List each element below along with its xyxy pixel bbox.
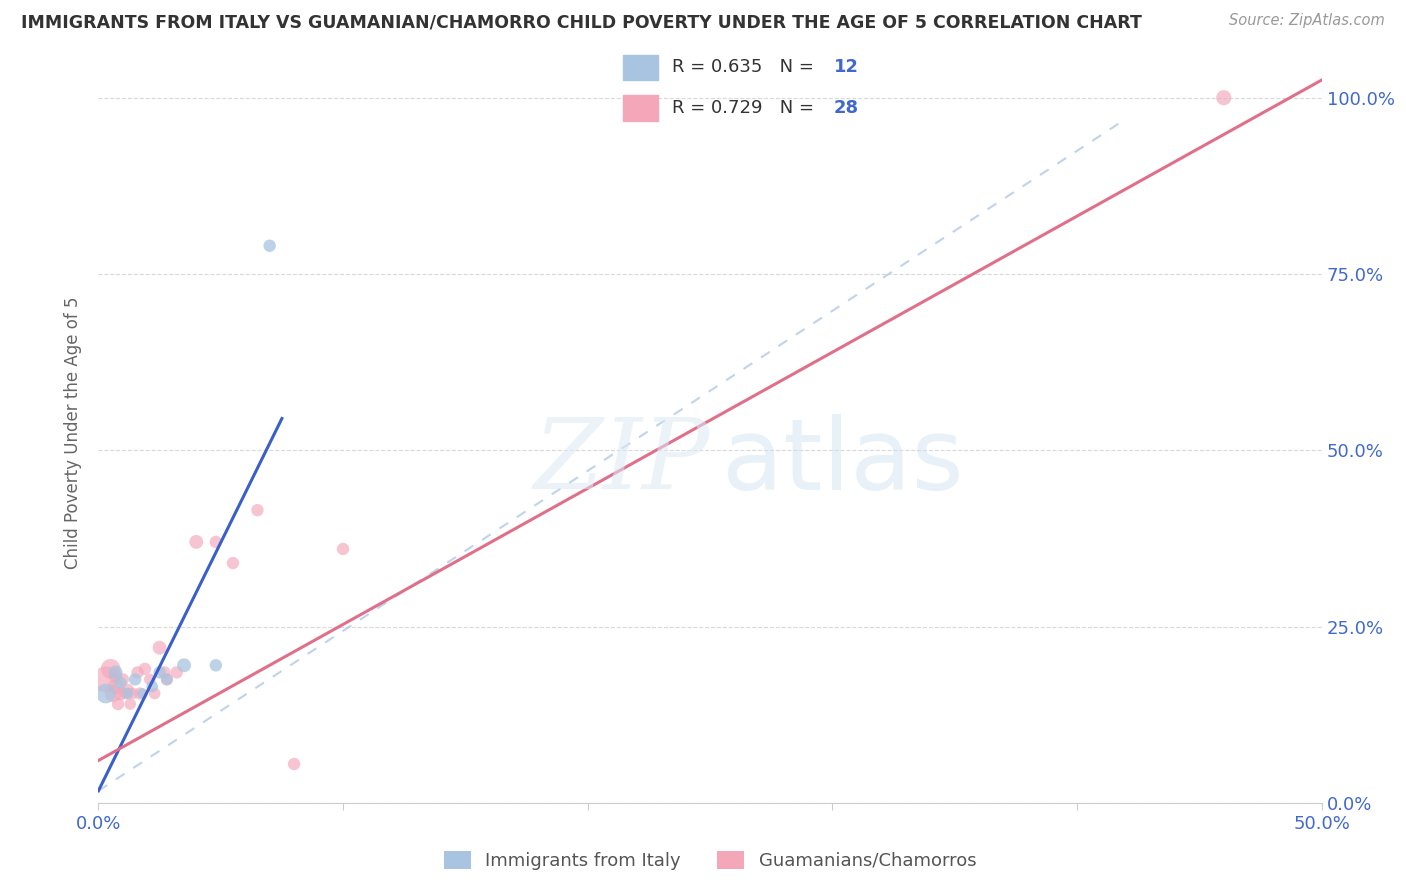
Point <box>149 665 172 680</box>
Point <box>205 535 228 549</box>
Point <box>127 665 149 680</box>
Bar <box>623 54 658 80</box>
Point <box>139 673 162 687</box>
Point <box>111 673 134 687</box>
Point <box>129 686 152 700</box>
Point <box>124 673 146 687</box>
Text: 28: 28 <box>834 99 859 117</box>
Point <box>114 686 136 700</box>
Point <box>117 683 139 698</box>
Point <box>173 658 195 673</box>
Point <box>107 697 129 711</box>
Point <box>120 697 142 711</box>
Y-axis label: Child Poverty Under the Age of 5: Child Poverty Under the Age of 5 <box>65 296 83 569</box>
Point <box>94 686 117 700</box>
Point <box>110 686 132 700</box>
Point <box>117 686 139 700</box>
Text: R = 0.635   N =: R = 0.635 N = <box>672 59 820 77</box>
Point <box>141 680 163 694</box>
Point <box>134 662 156 676</box>
Point <box>153 665 176 680</box>
Point <box>156 673 179 687</box>
Point <box>149 640 172 655</box>
Point <box>205 658 228 673</box>
Point <box>104 669 127 683</box>
Point <box>222 556 245 570</box>
Text: 12: 12 <box>834 59 859 77</box>
Text: Source: ZipAtlas.com: Source: ZipAtlas.com <box>1229 13 1385 29</box>
Point <box>131 686 153 700</box>
Point <box>121 686 143 700</box>
Point <box>332 541 354 556</box>
Point <box>166 665 188 680</box>
Point <box>104 665 127 680</box>
Point <box>1212 91 1234 105</box>
Point <box>246 503 269 517</box>
Text: atlas: atlas <box>723 414 965 511</box>
Point <box>186 535 208 549</box>
Point <box>100 662 122 676</box>
Point <box>143 686 166 700</box>
Point <box>259 239 281 253</box>
Text: R = 0.729   N =: R = 0.729 N = <box>672 99 820 117</box>
Bar <box>623 95 658 120</box>
Point <box>110 676 132 690</box>
Text: ZIP: ZIP <box>534 415 710 510</box>
Text: IMMIGRANTS FROM ITALY VS GUAMANIAN/CHAMORRO CHILD POVERTY UNDER THE AGE OF 5 COR: IMMIGRANTS FROM ITALY VS GUAMANIAN/CHAMO… <box>21 13 1142 31</box>
Legend: Immigrants from Italy, Guamanians/Chamorros: Immigrants from Italy, Guamanians/Chamor… <box>434 841 986 879</box>
Point <box>104 680 127 694</box>
Point <box>94 673 117 687</box>
Point <box>283 757 305 772</box>
Point <box>156 673 179 687</box>
Point <box>101 686 124 700</box>
